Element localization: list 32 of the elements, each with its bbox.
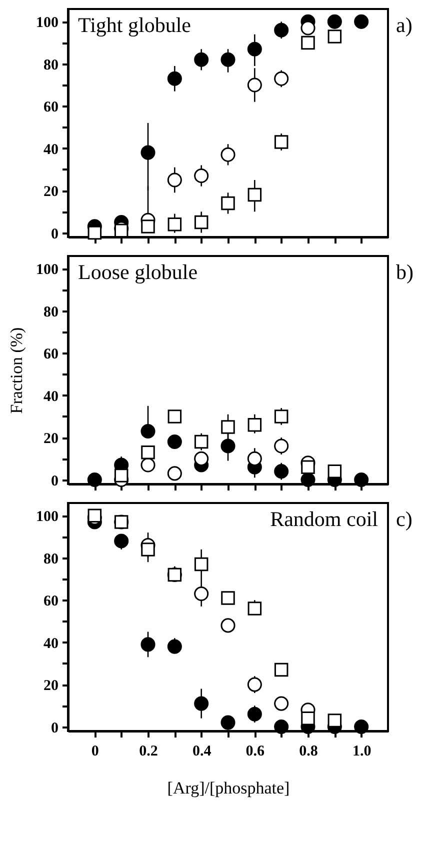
text: a) (396, 13, 412, 37)
text: b) (396, 260, 414, 284)
text: c) (396, 507, 412, 531)
x-tick-label: 1.0 (352, 744, 372, 760)
y-tick-label: 0 (51, 720, 58, 736)
y-tick-label: 100 (36, 509, 58, 526)
x-tick-label: 0.6 (246, 744, 266, 760)
y-tick-label: 100 (36, 15, 58, 32)
x-tick-label: 0 (91, 744, 99, 760)
y-tick-label: 40 (44, 636, 58, 652)
x-tick-label: 0.4 (192, 744, 212, 760)
y-tick-label: 100 (36, 262, 58, 278)
y-tick-label: 60 (44, 594, 58, 610)
y-tick-label: 60 (44, 100, 58, 116)
y-tick-label: 20 (44, 678, 58, 694)
y-tick-label: 0 (51, 226, 58, 242)
chart-title: Random coil (270, 507, 378, 531)
y-tick-label: 20 (44, 184, 58, 200)
y-tick-label: 40 (44, 142, 58, 158)
y-tick-label: 40 (44, 388, 58, 405)
y-tick-label: 80 (44, 304, 58, 320)
chart-title: Loose globule (78, 260, 198, 284)
y-axis-title: Fraction (%) (7, 327, 26, 414)
y-tick-label: 80 (44, 57, 58, 74)
y-tick-label: 80 (44, 551, 58, 568)
y-tick-label: 0 (51, 473, 58, 490)
x-axis-title: [Arg]/[phosphate] (167, 778, 290, 798)
x-tick-label: 0.8 (299, 744, 318, 760)
y-tick-label: 20 (44, 431, 58, 448)
y-tick-label: 60 (44, 346, 58, 363)
x-tick-label: 0.2 (139, 744, 158, 760)
chart-title: Tight globule (78, 13, 191, 37)
